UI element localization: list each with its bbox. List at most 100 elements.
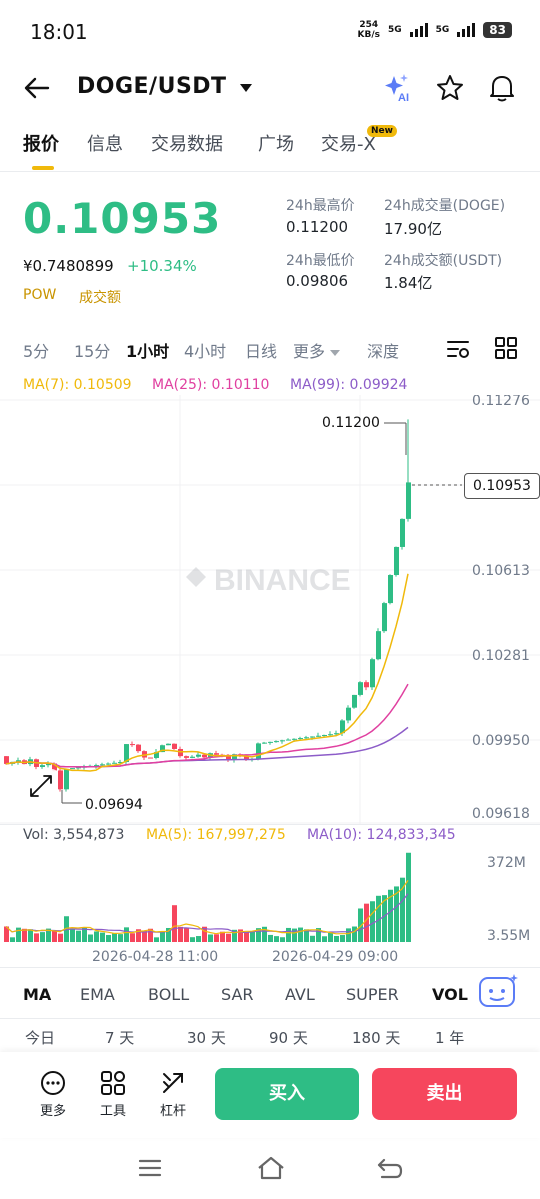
candle-body — [46, 763, 51, 766]
back-arrow-icon[interactable] — [24, 76, 50, 100]
back-nav-icon[interactable] — [376, 1156, 404, 1180]
volume-bar — [82, 927, 87, 942]
volume-bar — [244, 932, 249, 942]
volume-bar — [400, 877, 405, 942]
candle-body — [262, 742, 267, 744]
interval-15m[interactable]: 15分 — [74, 342, 111, 361]
menu-icon[interactable] — [138, 1158, 162, 1178]
volume-bar — [58, 933, 63, 942]
indicator-ema[interactable]: EMA — [80, 985, 115, 1004]
more-button[interactable]: 更多 — [27, 1070, 79, 1119]
candle-body — [382, 603, 387, 632]
indicator-sar[interactable]: SAR — [221, 985, 254, 1004]
volume-bar — [358, 908, 363, 942]
volume-bar — [346, 928, 351, 942]
volume-bar — [238, 929, 243, 942]
volume-bar — [340, 935, 345, 942]
tab-quote[interactable]: 报价 — [23, 134, 59, 155]
period-7d[interactable]: 7 天 — [105, 1029, 135, 1047]
expand-chart-icon[interactable] — [24, 769, 58, 803]
candle-body — [394, 546, 399, 576]
indicator-ma[interactable]: MA — [23, 985, 52, 1004]
candle-body — [202, 754, 207, 758]
volume-bar — [100, 932, 105, 942]
candle-body — [136, 744, 141, 752]
indicator-avl[interactable]: AVL — [285, 985, 315, 1004]
tab-trade-x[interactable]: 交易-X — [321, 134, 376, 155]
candle-body — [76, 767, 81, 769]
volume-bar — [118, 934, 123, 942]
volume-bar — [382, 895, 387, 942]
price-change: +10.34% — [127, 257, 197, 275]
interval-5m[interactable]: 5分 — [23, 342, 50, 361]
volume-bar — [250, 930, 255, 942]
candle-body — [346, 707, 351, 721]
period-today[interactable]: 今日 — [25, 1029, 56, 1047]
low-label: 24h最低价 — [286, 253, 355, 269]
period-30d[interactable]: 30 天 — [187, 1029, 226, 1047]
vol-ma5-legend: MA(5): 167,997,275 — [146, 827, 286, 843]
interval-daily[interactable]: 日线 — [245, 342, 278, 361]
candle-body — [112, 762, 117, 764]
vol-ma10-legend: MA(10): 124,833,345 — [307, 827, 456, 843]
home-icon[interactable] — [256, 1155, 286, 1181]
sim1-label: 5G — [387, 25, 402, 35]
volume-bar — [106, 935, 111, 942]
pair-selector[interactable]: DOGE/USDT — [77, 74, 253, 99]
volume-bar — [124, 927, 129, 942]
candle-body — [40, 765, 45, 767]
vol-value: 17.90亿 — [384, 220, 442, 238]
volume-bar — [292, 928, 297, 942]
candle-body — [196, 754, 201, 757]
candlestick-chart[interactable]: BINANCE 0.11200 0.09694 0.11276 0.10613 … — [0, 395, 540, 825]
volume-bar — [160, 931, 165, 942]
tab-info[interactable]: 信息 — [87, 134, 123, 155]
bell-icon[interactable] — [488, 73, 516, 103]
period-90d[interactable]: 90 天 — [269, 1029, 308, 1047]
volume-bar — [370, 901, 375, 942]
tag-pow[interactable]: POW — [23, 287, 57, 303]
candle-body — [52, 763, 57, 771]
candle-body — [244, 756, 249, 760]
candle-body — [184, 756, 189, 758]
layout-grid-icon[interactable] — [494, 336, 518, 360]
cny-price: ¥0.7480899 — [23, 257, 114, 275]
tag-volume[interactable]: 成交额 — [79, 290, 121, 306]
volume-bar — [286, 927, 291, 942]
candle-body — [226, 754, 231, 760]
chart-settings-icon[interactable] — [446, 338, 472, 360]
tab-trading-data[interactable]: 交易数据 — [151, 134, 223, 155]
indicator-vol[interactable]: VOL — [432, 985, 468, 1004]
ai-sparkle-icon[interactable]: AI — [382, 72, 412, 104]
candle-body — [214, 753, 219, 755]
volume-bar — [322, 936, 327, 942]
x-tick: 2026-04-29 09:00 — [272, 949, 399, 965]
tools-button[interactable]: 工具 — [87, 1070, 139, 1119]
volume-bar — [166, 927, 171, 942]
star-icon[interactable] — [436, 74, 464, 102]
y-axis: 0.11276 0.10613 0.10281 0.09950 0.09618 — [472, 395, 530, 822]
volume-bar — [268, 934, 273, 942]
x-tick: 2026-04-28 11:00 — [92, 949, 219, 965]
volume-bar — [232, 929, 237, 942]
volume-bar — [316, 928, 321, 942]
period-1y[interactable]: 1 年 — [435, 1029, 465, 1047]
interval-1h[interactable]: 1小时 — [126, 342, 170, 361]
indicator-super[interactable]: SUPER — [346, 985, 399, 1004]
volume-bar — [148, 928, 153, 942]
volume-bar — [112, 933, 117, 942]
interval-more[interactable]: 更多 — [293, 338, 341, 362]
volume-bar — [34, 933, 39, 942]
volume-bar — [280, 937, 285, 942]
ai-assistant-icon[interactable] — [476, 972, 520, 1010]
sell-button[interactable]: 卖出 — [372, 1068, 517, 1120]
interval-4h[interactable]: 4小时 — [184, 342, 227, 361]
period-180d[interactable]: 180 天 — [352, 1029, 401, 1047]
interval-depth[interactable]: 深度 — [367, 342, 400, 361]
tab-square[interactable]: 广场 — [258, 134, 294, 155]
candle-body — [406, 482, 411, 519]
indicator-boll[interactable]: BOLL — [148, 985, 190, 1004]
buy-button[interactable]: 买入 — [215, 1068, 359, 1120]
volume-bar — [190, 937, 195, 942]
leverage-button[interactable]: 杠杆 — [147, 1070, 199, 1119]
